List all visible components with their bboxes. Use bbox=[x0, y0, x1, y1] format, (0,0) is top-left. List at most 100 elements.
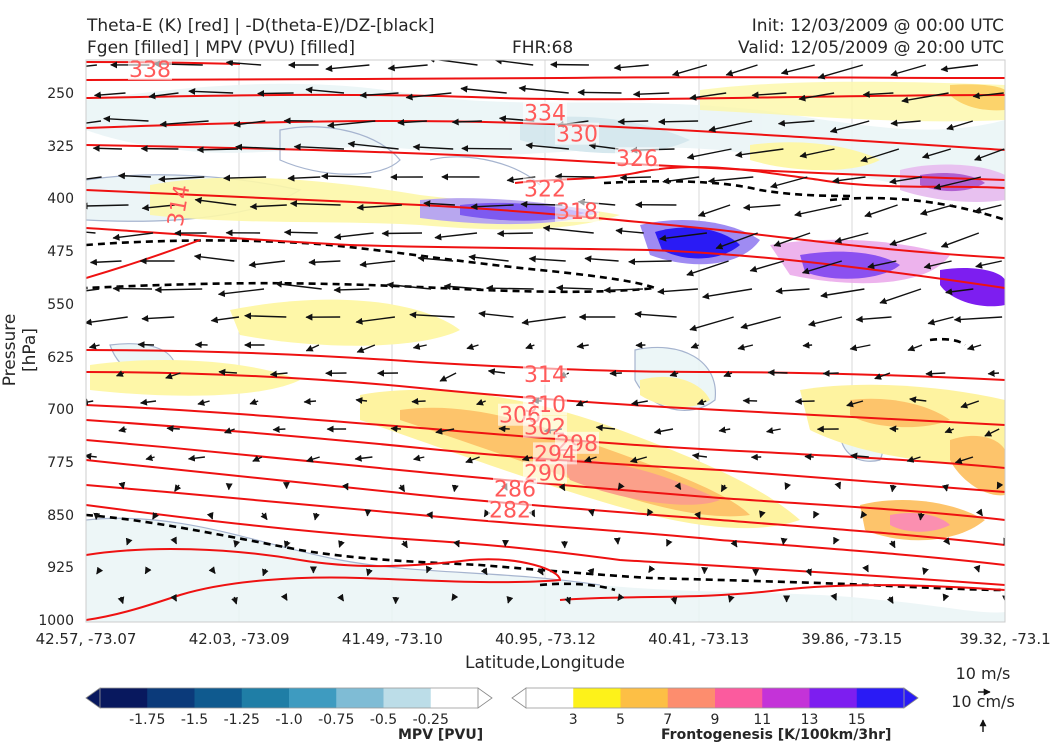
wind-vector bbox=[832, 176, 866, 184]
y-tick-label: 475 bbox=[47, 244, 74, 261]
wind-vector bbox=[708, 120, 753, 133]
colorbar-extend-right bbox=[477, 687, 493, 709]
wind-vector bbox=[777, 119, 815, 127]
wind-vector bbox=[460, 85, 507, 94]
wind-vector bbox=[225, 60, 262, 67]
colorbar-tick-label: -1.75 bbox=[129, 712, 165, 728]
wind-vector bbox=[118, 481, 126, 490]
wind-vector bbox=[409, 311, 455, 319]
x-axis-label: Latitude,Longitude bbox=[465, 653, 625, 673]
theta-e-label-bg bbox=[523, 177, 567, 200]
wind-vector bbox=[833, 536, 840, 545]
wind-vector bbox=[197, 399, 210, 406]
plot-frame bbox=[85, 59, 1006, 623]
wind-vector bbox=[470, 203, 514, 211]
wind-vector bbox=[631, 399, 648, 407]
wind-vector bbox=[632, 90, 670, 98]
wind-vector bbox=[767, 369, 788, 377]
wind-vector bbox=[483, 509, 491, 518]
wind-vector bbox=[86, 231, 96, 234]
colorbar-tick-label: 13 bbox=[801, 712, 819, 728]
colorbar-swatch bbox=[336, 688, 384, 708]
wind-vector bbox=[890, 64, 926, 77]
theta-e-label: 330 bbox=[556, 123, 598, 148]
wind-vector bbox=[666, 538, 673, 547]
y-tick-label: 700 bbox=[47, 402, 74, 419]
wind-vector bbox=[461, 144, 512, 152]
wind-vector bbox=[588, 142, 619, 150]
wind-vector bbox=[907, 344, 923, 352]
wind-vector bbox=[355, 316, 395, 325]
theta-e-labels: 3343303263223183143143103063022982942902… bbox=[128, 60, 659, 524]
y-tick-label: 250 bbox=[47, 86, 74, 102]
wind-vector bbox=[613, 64, 649, 72]
wind-vector bbox=[659, 232, 707, 242]
wind-vector bbox=[715, 232, 758, 250]
wind-vector bbox=[784, 482, 792, 490]
wind-vector bbox=[217, 288, 265, 298]
y-tick-label: 775 bbox=[47, 454, 74, 471]
wind-vector bbox=[942, 593, 950, 602]
init-time: Init: 12/03/2009 @ 00:00 UTC bbox=[751, 16, 1004, 36]
wind-vector bbox=[944, 426, 954, 434]
wind-vector bbox=[694, 511, 701, 520]
wind-vector bbox=[974, 204, 1002, 214]
colorbar-swatch bbox=[573, 688, 621, 708]
wind-vector bbox=[617, 482, 625, 491]
theta-e-label-bg bbox=[523, 362, 567, 385]
wind-vector bbox=[805, 568, 812, 577]
wind-vector bbox=[466, 343, 479, 350]
wind-vector bbox=[707, 176, 754, 185]
wind-vector bbox=[158, 175, 205, 183]
wind-vector bbox=[922, 567, 929, 575]
wind-vector bbox=[141, 204, 175, 212]
wind-vector bbox=[799, 148, 835, 159]
wind-vector bbox=[886, 596, 894, 604]
theta-e-label-bg bbox=[128, 60, 172, 81]
theta-e-label: 286 bbox=[494, 477, 536, 502]
colorbar-swatch bbox=[715, 688, 763, 708]
wind-vector bbox=[210, 316, 240, 324]
wind-vector bbox=[112, 232, 154, 241]
wind-vector bbox=[321, 172, 372, 180]
x-tick-label: 42.57, -73.07 bbox=[35, 630, 137, 648]
theta-e-label: 318 bbox=[556, 200, 598, 225]
wind-vector bbox=[88, 342, 100, 350]
x-tick-label: 39.86, -73.15 bbox=[801, 630, 903, 648]
wind-vector bbox=[359, 91, 399, 99]
wind-vector bbox=[366, 568, 373, 577]
wind-vector bbox=[556, 284, 593, 292]
wind-vector bbox=[862, 90, 894, 98]
wind-vector bbox=[148, 92, 179, 100]
wind-vector bbox=[86, 316, 128, 326]
theta-e-label-bg bbox=[493, 477, 537, 500]
wind-vector bbox=[233, 120, 266, 128]
mpv-colorbar: -1.75 -1.5 -1.25 -1.0 -0.75 -0.5 -0.25 bbox=[85, 687, 493, 728]
y-tick-label: 850 bbox=[47, 507, 74, 524]
colorbar-tick-label: 7 bbox=[663, 712, 672, 728]
wind-vector bbox=[93, 91, 126, 99]
wind-vector bbox=[558, 483, 566, 492]
wind-vector bbox=[879, 288, 922, 305]
theta-e-label-bg bbox=[523, 101, 567, 124]
wind-vector bbox=[801, 260, 843, 275]
wind-vector bbox=[609, 369, 622, 377]
wind-vector bbox=[889, 232, 927, 247]
wind-vector bbox=[280, 593, 288, 601]
wind-vector bbox=[617, 118, 649, 126]
wind-vector bbox=[468, 253, 509, 262]
wind-vector bbox=[689, 316, 734, 332]
wind-vector bbox=[434, 232, 478, 241]
wind-vector bbox=[283, 228, 318, 236]
wind-vector bbox=[174, 484, 182, 492]
wind-vector bbox=[966, 343, 982, 351]
wind-vector bbox=[740, 316, 781, 330]
wind-vector bbox=[494, 60, 534, 66]
wind-vector bbox=[521, 454, 533, 462]
colorbar-extend-right bbox=[903, 687, 919, 709]
wind-vector bbox=[575, 399, 588, 407]
wind-vector bbox=[697, 204, 731, 218]
wind-vector bbox=[140, 398, 157, 406]
colorbar-tick-label: -1.0 bbox=[275, 712, 302, 728]
